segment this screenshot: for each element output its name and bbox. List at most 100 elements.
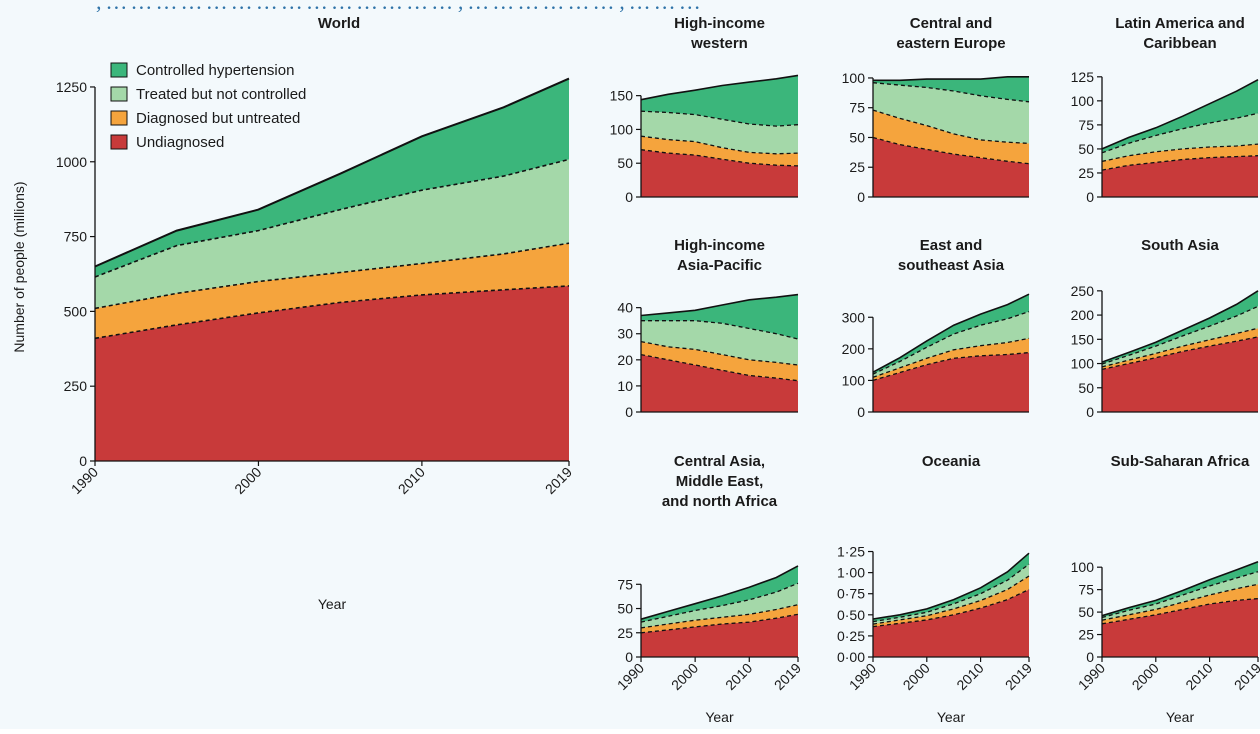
central-and-eastern-europe-boundary-line bbox=[872, 136, 1030, 165]
central-asia-middle-east-and-north-africa-x-tick-label: 2019 bbox=[771, 660, 804, 693]
world-y-tick-label: 1000 bbox=[56, 154, 87, 170]
central-and-eastern-europe-area-treated-but-not-controlled bbox=[873, 82, 1029, 144]
high-income-western-area-undiagnosed bbox=[641, 149, 798, 197]
east-and-southeast-asia-boundary-line bbox=[872, 310, 1030, 375]
latin-america-and-caribbean-y-tick-label: 0 bbox=[1086, 189, 1094, 205]
sub-saharan-africa-area-undiagnosed bbox=[1102, 598, 1258, 657]
world-x-tick-label: 2019 bbox=[542, 464, 575, 497]
central-asia-middle-east-and-north-africa-boundary-line bbox=[640, 604, 799, 629]
oceania-y-tick-label: 0·75 bbox=[837, 586, 865, 602]
south-asia-area-diagnosed-but-untreated bbox=[1102, 328, 1258, 370]
central-asia-middle-east-and-north-africa-x-axis-label: Year bbox=[705, 709, 734, 725]
latin-america-and-caribbean-area-controlled-hypertension bbox=[1102, 79, 1258, 153]
oceania-x-tick-label: 2000 bbox=[900, 660, 933, 693]
east-and-southeast-asia-area-diagnosed-but-untreated bbox=[873, 338, 1029, 381]
world-y-tick-label: 1250 bbox=[56, 79, 87, 95]
latin-america-and-caribbean-y-tick-label: 25 bbox=[1078, 165, 1094, 181]
legend-swatch-undiagnosed bbox=[110, 134, 128, 150]
panel-latin-america-and-caribbean: 0 25 50 75 100 125 Latin America and Caribbean bbox=[1071, 15, 1259, 205]
latin-america-and-caribbean-boundary-line bbox=[1101, 143, 1259, 163]
oceania-title: Oceania bbox=[922, 453, 981, 470]
central-asia-middle-east-and-north-africa-title: Middle East, bbox=[676, 473, 764, 490]
sub-saharan-africa-x-tick-label: 2019 bbox=[1231, 660, 1260, 693]
latin-america-and-caribbean-area-undiagnosed bbox=[1102, 155, 1258, 197]
east-and-southeast-asia-y-tick-label: 100 bbox=[842, 372, 866, 388]
south-asia-area-undiagnosed bbox=[1102, 336, 1258, 412]
central-asia-middle-east-and-north-africa-y-tick-label: 50 bbox=[617, 601, 633, 617]
sub-saharan-africa-y-tick-label: 0 bbox=[1086, 649, 1094, 665]
panel-central-asia-middle-east-and-north-africa: 0 25 50 75 1990 2000 2010 2019 Year Central Asia,… bbox=[614, 453, 804, 725]
oceania-y-tick-label: 0·25 bbox=[837, 628, 865, 644]
oceania-x-axis-label: Year bbox=[937, 709, 966, 725]
sub-saharan-africa-y-tick-label: 25 bbox=[1078, 627, 1094, 643]
east-and-southeast-asia-boundary-line bbox=[872, 351, 1030, 382]
south-asia-area-treated-but-not-controlled bbox=[1102, 306, 1258, 367]
central-asia-middle-east-and-north-africa-title: and north Africa bbox=[662, 493, 778, 510]
central-asia-middle-east-and-north-africa-area-treated-but-not-controlled bbox=[641, 583, 798, 628]
high-income-asia-pacific-area-treated-but-not-controlled bbox=[641, 320, 798, 365]
south-asia-y-tick-label: 150 bbox=[1071, 331, 1095, 347]
central-and-eastern-europe-title: Central and bbox=[910, 15, 993, 32]
oceania-area-diagnosed-but-untreated bbox=[873, 576, 1029, 627]
central-and-eastern-europe-boundary-line bbox=[872, 109, 1030, 145]
central-and-eastern-europe-total-line bbox=[873, 76, 1029, 82]
world-y-tick-label: 750 bbox=[64, 229, 88, 245]
high-income-western-boundary-line bbox=[640, 110, 799, 127]
high-income-asia-pacific-area-diagnosed-but-untreated bbox=[641, 341, 798, 381]
panel-east-and-southeast-asia: 0 100 200 300 East and southeast Asia bbox=[842, 237, 1030, 420]
high-income-western-title: western bbox=[690, 35, 748, 52]
high-income-western-area-controlled-hypertension bbox=[641, 75, 798, 127]
central-and-eastern-europe-area-controlled-hypertension bbox=[873, 76, 1029, 102]
world-boundary-line bbox=[94, 158, 570, 278]
world-x-tick-label: 2010 bbox=[395, 464, 428, 497]
central-and-eastern-europe-y-tick-label: 75 bbox=[849, 100, 865, 116]
east-and-southeast-asia-area-undiagnosed bbox=[873, 352, 1029, 412]
high-income-asia-pacific-y-tick-label: 0 bbox=[625, 404, 633, 420]
oceania-y-tick-label: 0·50 bbox=[837, 607, 865, 623]
central-and-eastern-europe-area-undiagnosed bbox=[873, 137, 1029, 197]
south-asia-y-tick-label: 250 bbox=[1071, 283, 1095, 299]
high-income-western-y-tick-label: 100 bbox=[610, 121, 634, 137]
world-total-line bbox=[94, 77, 570, 268]
south-asia-total-line bbox=[1101, 290, 1259, 363]
high-income-western-total-line bbox=[640, 74, 799, 101]
high-income-asia-pacific-total-line bbox=[640, 293, 799, 317]
latin-america-and-caribbean-y-tick-label: 125 bbox=[1071, 69, 1095, 85]
east-and-southeast-asia-total-line bbox=[872, 293, 1030, 373]
legend-label-undiagnosed: Undiagnosed bbox=[136, 134, 224, 151]
sub-saharan-africa-x-tick-label: 2000 bbox=[1129, 660, 1162, 693]
east-and-southeast-asia-y-tick-label: 300 bbox=[842, 309, 866, 325]
world-area-diagnosed-but-untreated bbox=[95, 243, 569, 339]
east-and-southeast-asia-y-tick-label: 200 bbox=[842, 341, 866, 357]
central-and-eastern-europe-area-diagnosed-but-untreated bbox=[873, 110, 1029, 164]
sub-saharan-africa-area-diagnosed-but-untreated bbox=[1102, 584, 1258, 624]
high-income-western-boundary-line bbox=[640, 149, 799, 167]
oceania-total-line bbox=[872, 552, 1030, 620]
oceania-area-undiagnosed bbox=[873, 589, 1029, 657]
world-x-tick-label: 2000 bbox=[231, 464, 264, 497]
world-y-tick-label: 0 bbox=[79, 453, 87, 469]
panel-high-income-asia-pacific: 0 10 20 30 40 High-income Asia-Pacific bbox=[617, 237, 799, 420]
cropped-caption-text: , … … … … … … … … … … … … … … , … … … … … bbox=[96, 0, 700, 12]
sub-saharan-africa-x-tick-label: 2010 bbox=[1182, 660, 1215, 693]
east-and-southeast-asia-title: southeast Asia bbox=[898, 257, 1005, 274]
central-asia-middle-east-and-north-africa-boundary-line bbox=[640, 613, 799, 634]
world-boundary-line bbox=[94, 242, 570, 310]
central-and-eastern-europe-y-tick-label: 25 bbox=[849, 159, 865, 175]
world-y-tick-label: 250 bbox=[64, 378, 88, 394]
sub-saharan-africa-x-tick-label: 1990 bbox=[1075, 660, 1108, 693]
oceania-y-tick-label: 0·00 bbox=[837, 649, 865, 665]
sub-saharan-africa-area-controlled-hypertension bbox=[1102, 561, 1258, 618]
high-income-western-y-tick-label: 0 bbox=[625, 189, 633, 205]
world-area-treated-but-not-controlled bbox=[95, 159, 569, 309]
high-income-western-area-treated-but-not-controlled bbox=[641, 111, 798, 154]
south-asia-y-tick-label: 200 bbox=[1071, 307, 1095, 323]
world-title: World bbox=[318, 15, 360, 32]
east-and-southeast-asia-area-controlled-hypertension bbox=[873, 294, 1029, 375]
sub-saharan-africa-title: Sub-Saharan Africa bbox=[1111, 453, 1250, 470]
sub-saharan-africa-boundary-line bbox=[1101, 597, 1259, 625]
high-income-western-y-tick-label: 50 bbox=[617, 155, 633, 171]
central-and-eastern-europe-title: eastern Europe bbox=[896, 35, 1005, 52]
high-income-asia-pacific-y-tick-label: 30 bbox=[617, 326, 633, 342]
